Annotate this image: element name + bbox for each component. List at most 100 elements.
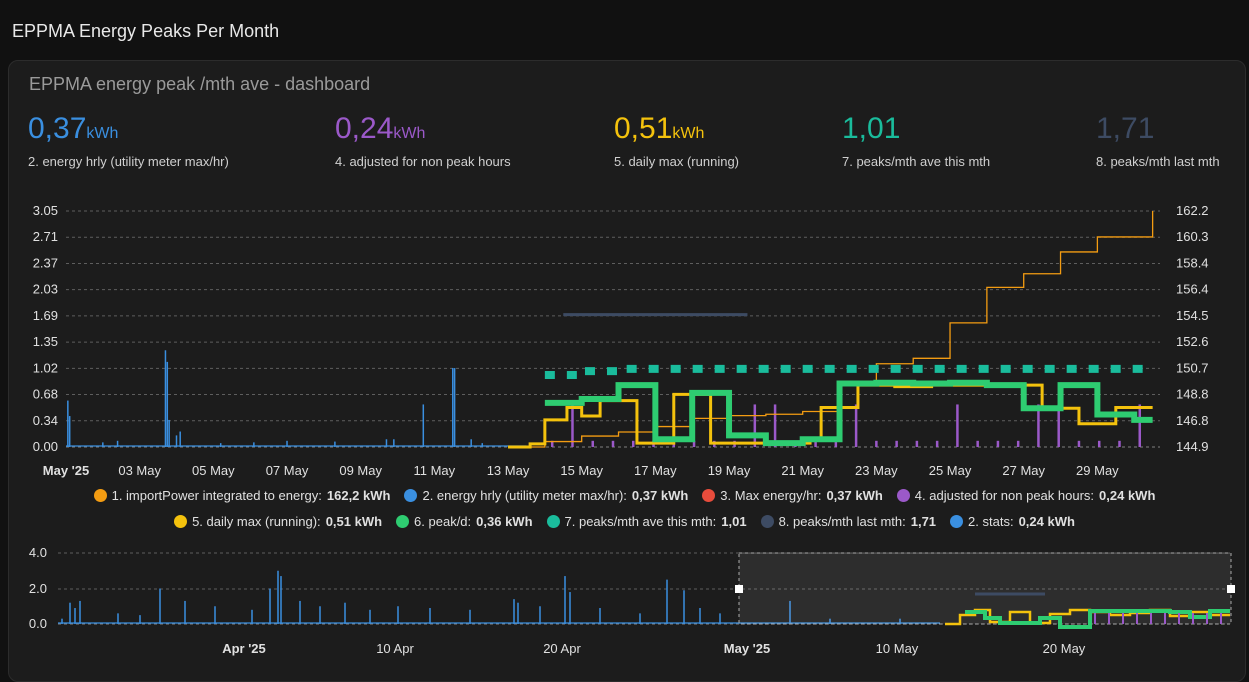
- stat-value: 1,01: [842, 112, 901, 145]
- y-left-tick: 0.00: [33, 439, 58, 454]
- y-left-tick: 2.37: [33, 255, 58, 270]
- stat-label: 5. daily max (running): [614, 154, 739, 169]
- x-tick: 09 May: [339, 463, 382, 478]
- legend-label: 1. importPower integrated to energy:: [111, 488, 322, 503]
- series-peaks-this-month: [544, 364, 1153, 380]
- legend-label: 5. daily max (running):: [192, 514, 321, 529]
- legend-item[interactable]: 1. importPower integrated to energy: 162,…: [93, 488, 391, 503]
- y-right-tick: 160.3: [1176, 229, 1209, 244]
- x-tick: 19 May: [708, 463, 751, 478]
- y-left-tick: 1.02: [33, 360, 58, 375]
- legend-item[interactable]: 7. peaks/mth ave this mth: 1,01: [546, 514, 747, 529]
- x-tick: 11 May: [414, 463, 456, 478]
- nav-handle-left: [735, 585, 743, 593]
- y-right-tick: 154.5: [1176, 308, 1209, 323]
- x-tick: 07 May: [266, 463, 309, 478]
- legend-value: 0,37 kWh: [826, 488, 883, 503]
- legend-value: 1,01: [721, 514, 747, 529]
- legend-label: 6. peak/d:: [414, 514, 472, 529]
- legend-dot-icon: [760, 515, 774, 528]
- legend-item[interactable]: 5. daily max (running): 0,51 kWh: [174, 514, 382, 529]
- x-tick: 29 May: [1076, 463, 1119, 478]
- legend-item[interactable]: 2. energy hrly (utility meter max/hr): 0,…: [404, 488, 688, 503]
- legend-item[interactable]: 3. Max energy/hr: 0,37 kWh: [702, 488, 883, 503]
- stat-label: 8. peaks/mth last mth: [1096, 154, 1220, 169]
- legend-item[interactable]: 4. adjusted for non peak hours: 0,24 kWh: [896, 488, 1156, 503]
- nav-x-tick: 10 Apr: [376, 641, 414, 656]
- legend-label: 4. adjusted for non peak hours:: [914, 488, 1095, 503]
- stat-adjusted-non-peak[interactable]: 0,24kWh 4. adjusted for non peak hours: [335, 111, 511, 169]
- y-right-tick: 156.4: [1176, 282, 1209, 297]
- y-right-tick: 158.4: [1176, 255, 1209, 270]
- y-left-tick: 0.34: [33, 413, 58, 428]
- legend-dot-icon: [702, 489, 716, 502]
- legend-dot-icon: [174, 515, 188, 528]
- x-tick: 03 May: [118, 463, 161, 478]
- legend-label: 3. Max energy/hr:: [720, 488, 822, 503]
- y-right-tick: 152.6: [1176, 334, 1209, 349]
- legend-row-2: 5. daily max (running): 0,51 kWh 6. peak/…: [0, 514, 1249, 529]
- stat-peaks-this-month[interactable]: 1,01 7. peaks/mth ave this mth: [842, 111, 990, 169]
- nav-x-tick: Apr '25: [222, 641, 266, 656]
- x-tick: 21 May: [781, 463, 824, 478]
- legend-value: 0,51 kWh: [325, 514, 383, 529]
- x-tick: 23 May: [855, 463, 898, 478]
- stat-peaks-last-month[interactable]: 1,71 8. peaks/mth last mth: [1096, 111, 1220, 169]
- y-left-tick: 2.71: [33, 229, 58, 244]
- stat-label: 4. adjusted for non peak hours: [335, 154, 511, 169]
- nav-x-tick: 20 Apr: [543, 641, 581, 656]
- y-left-tick: 0.68: [33, 387, 58, 402]
- legend-row-1: 1. importPower integrated to energy: 162,…: [0, 488, 1249, 503]
- x-tick: 05 May: [192, 463, 235, 478]
- page-title: EPPMA Energy Peaks Per Month: [12, 21, 280, 41]
- x-tick: 15 May: [560, 463, 603, 478]
- legend-label: 8. peaks/mth last mth:: [778, 514, 906, 529]
- nav-energy-spikes: [58, 570, 940, 624]
- legend-dot-icon: [896, 489, 910, 502]
- series-peak-day: [544, 379, 1153, 447]
- stat-energy-hrly[interactable]: 0,37kWh 2. energy hrly (utility meter ma…: [28, 111, 229, 169]
- stat-value: 0,37: [28, 112, 87, 145]
- stat-unit: kWh: [672, 125, 705, 142]
- x-tick: 27 May: [1002, 463, 1045, 478]
- y-right-tick: 150.7: [1176, 360, 1209, 375]
- nav-x-tick: 20 May: [1043, 641, 1086, 656]
- card-title: EPPMA energy peak /mth ave - dashboard: [29, 74, 371, 94]
- legend-value: 0,24 kWh: [1099, 488, 1156, 503]
- stat-daily-max[interactable]: 0,51kWh 5. daily max (running): [614, 111, 739, 169]
- x-tick: 13 May: [487, 463, 530, 478]
- legend-item[interactable]: 2. stats: 0,24 kWh: [950, 514, 1075, 529]
- legend-item[interactable]: 6. peak/d: 0,36 kWh: [396, 514, 533, 529]
- y-left-tick: 1.69: [33, 308, 58, 323]
- stat-value: 1,71: [1096, 112, 1155, 145]
- nav-y-tick: 2.0: [29, 581, 47, 596]
- nav-y-tick: 0.0: [29, 616, 47, 631]
- legend-value: 162,2 kWh: [326, 488, 391, 503]
- stat-unit: kWh: [86, 125, 119, 142]
- x-tick: 17 May: [634, 463, 677, 478]
- nav-y-tick: 4.0: [29, 545, 47, 560]
- legend-dot-icon: [950, 515, 964, 528]
- legend-item[interactable]: 8. peaks/mth last mth: 1,71: [760, 514, 937, 529]
- legend-value: 0,36 kWh: [476, 514, 533, 529]
- legend-label: 2. stats:: [968, 514, 1014, 529]
- stat-label: 7. peaks/mth ave this mth: [842, 154, 991, 169]
- y-right-tick: 162.2: [1176, 203, 1209, 218]
- series-energy-hrly: [66, 350, 527, 447]
- legend-dot-icon: [93, 489, 107, 502]
- legend-dot-icon: [546, 515, 560, 528]
- y-right-tick: 148.8: [1176, 387, 1209, 402]
- y-left-tick: 3.05: [33, 203, 58, 218]
- stat-unit: kWh: [393, 125, 426, 142]
- legend-label: 7. peaks/mth ave this mth:: [564, 514, 717, 529]
- nav-x-tick: May '25: [724, 641, 770, 656]
- legend-label: 2. energy hrly (utility meter max/hr):: [422, 488, 627, 503]
- legend-dot-icon: [396, 515, 410, 528]
- stat-value: 0,24: [335, 112, 394, 145]
- stat-label: 2. energy hrly (utility meter max/hr): [28, 154, 229, 169]
- y-right-tick: 144.9: [1176, 439, 1209, 454]
- nav-handle-right: [1227, 585, 1235, 593]
- x-tick: May '25: [43, 463, 89, 478]
- legend-value: 1,71: [910, 514, 937, 529]
